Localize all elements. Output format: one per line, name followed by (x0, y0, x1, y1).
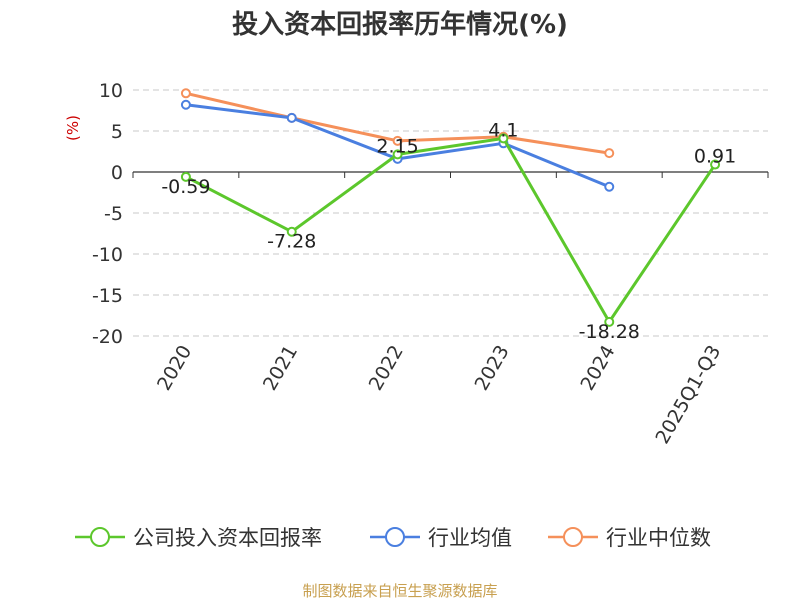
y-tick-label: 10 (99, 80, 123, 102)
y-axis-unit: (%) (64, 115, 82, 141)
x-tick-label: 2022 (365, 342, 408, 395)
data-point (180, 171, 191, 182)
data-point (392, 149, 403, 160)
data-label: -18.28 (579, 321, 640, 343)
y-tick-label: -15 (92, 285, 123, 307)
legend: 公司投入资本回报率 行业均值 行业中位数 (75, 526, 711, 550)
series-lines (180, 88, 721, 327)
data-point (604, 181, 615, 192)
y-tick-label: -5 (104, 203, 123, 225)
source-note: 制图数据来自恒生聚源数据库 (302, 582, 497, 600)
legend-marker (385, 527, 405, 547)
x-tick-label: 2020 (153, 342, 196, 395)
legend-label: 行业均值 (428, 526, 512, 550)
data-point (286, 226, 297, 237)
data-point (604, 148, 615, 159)
data-labels: -0.59 -7.28 2.15 4.1 -18.28 0.91 (161, 119, 736, 343)
y-tick-label: 0 (111, 162, 123, 184)
data-point (498, 133, 509, 144)
data-label: 0.91 (694, 146, 736, 168)
x-tick-label: 2024 (576, 342, 619, 395)
data-point (710, 159, 721, 170)
data-point (180, 99, 191, 110)
data-point (286, 112, 297, 123)
x-tick-label: 2023 (471, 341, 514, 394)
data-point (604, 316, 615, 327)
legend-marker (563, 527, 583, 547)
x-tick-labels: 2020 2021 2022 2023 2024 2025Q1-Q3 (153, 341, 725, 447)
data-label: -0.59 (161, 176, 210, 198)
series-line-0 (185, 136, 717, 324)
chart-title: 投入资本回报率历年情况(%) (232, 9, 568, 40)
data-point (392, 135, 403, 146)
legend-marker (90, 527, 110, 547)
y-tick-label: -20 (92, 326, 123, 348)
data-point (180, 88, 191, 99)
x-tick-label: 2021 (259, 342, 302, 395)
data-label: -7.28 (267, 231, 316, 253)
legend-label: 公司投入资本回报率 (133, 526, 322, 550)
y-tick-label: 5 (111, 121, 123, 143)
x-tick-label: 2025Q1-Q3 (651, 342, 725, 448)
data-label: 4.1 (488, 119, 518, 141)
data-label: 2.15 (376, 135, 418, 157)
legend-label: 行业中位数 (606, 526, 711, 550)
grid-lines (133, 89, 768, 337)
y-tick-label: -10 (92, 244, 123, 266)
x-axis (132, 171, 769, 178)
y-tick-labels: 10 5 0 -5 -10 -15 -20 (92, 80, 123, 348)
